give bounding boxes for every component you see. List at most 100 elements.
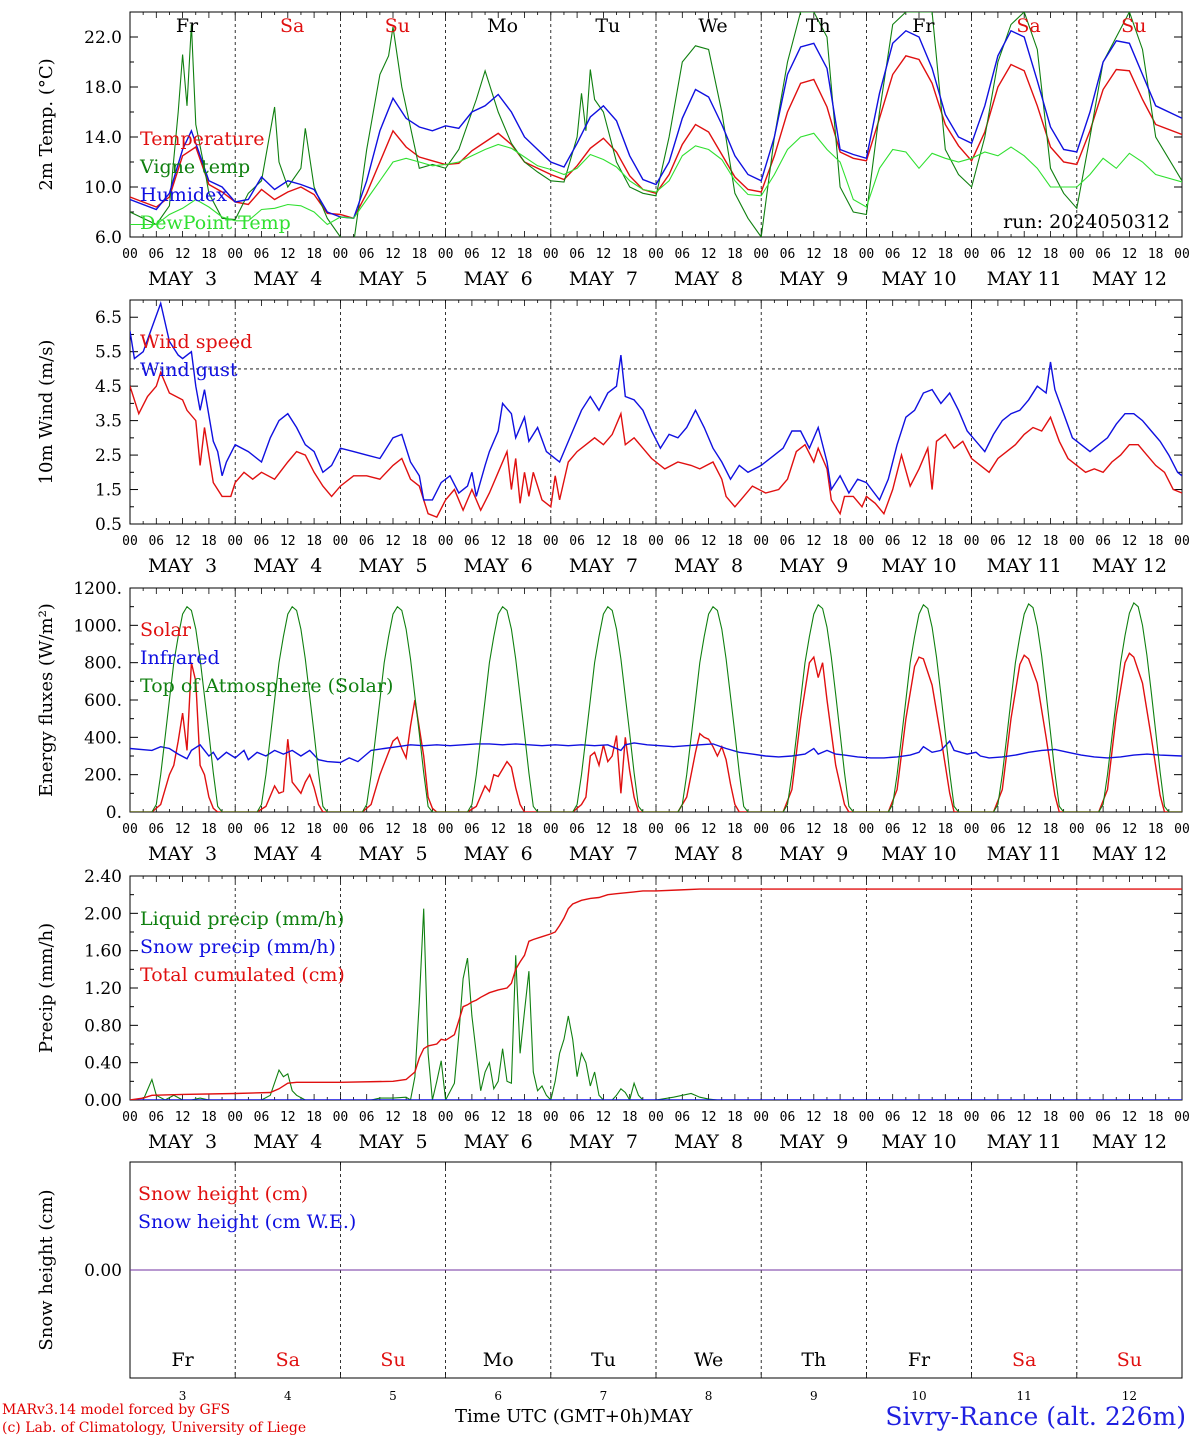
day-number-label: 7 xyxy=(600,1389,608,1403)
y-tick-label: 6.0 xyxy=(95,228,122,248)
day-of-week-label: Su xyxy=(385,15,410,37)
day-of-week-label: Sa xyxy=(1012,1349,1036,1371)
hour-tick-label: 00 xyxy=(438,1110,454,1125)
y-tick-label: 2.5 xyxy=(95,446,122,466)
hour-tick-label: 18 xyxy=(201,822,217,837)
plot-frame xyxy=(129,11,1183,238)
day-number-label: 8 xyxy=(705,1389,713,1403)
hour-tick-label: 12 xyxy=(701,822,717,837)
y-tick-label: 1.5 xyxy=(95,481,122,501)
series-line xyxy=(130,132,1182,226)
hour-tick-label: 00 xyxy=(964,247,980,262)
hour-tick-label: 06 xyxy=(359,534,375,549)
hour-tick-label: 06 xyxy=(674,1110,690,1125)
hour-tick-label: 00 xyxy=(543,534,559,549)
date-label: MAY 11 xyxy=(987,843,1062,865)
hour-tick-label: 18 xyxy=(622,1110,638,1125)
date-label: MAY 10 xyxy=(881,555,956,577)
hour-tick-label: 18 xyxy=(1043,247,1059,262)
legend-entry: Solar xyxy=(140,619,192,641)
hour-tick-label: 06 xyxy=(464,247,480,262)
hour-tick-label: 00 xyxy=(543,1110,559,1125)
hour-tick-label: 12 xyxy=(385,822,401,837)
hour-tick-label: 00 xyxy=(1174,534,1190,549)
series-line xyxy=(130,888,1182,1100)
series-line xyxy=(130,739,1182,764)
hour-tick-label: 00 xyxy=(122,247,138,262)
date-label: MAY 11 xyxy=(987,555,1062,577)
hour-tick-label: 00 xyxy=(859,1110,875,1125)
hour-tick-label: 06 xyxy=(885,247,901,262)
hour-tick-label: 12 xyxy=(701,534,717,549)
date-label: MAY 3 xyxy=(148,268,217,290)
day-of-week-label: Sa xyxy=(276,1349,300,1371)
hour-tick-label: 00 xyxy=(1069,247,1085,262)
hour-tick-label: 12 xyxy=(806,534,822,549)
hour-tick-label: 06 xyxy=(148,247,164,262)
hour-tick-label: 00 xyxy=(227,1110,243,1125)
station-name: Sivry-Rance (alt. 226m) xyxy=(885,1402,1186,1431)
hour-tick-label: 06 xyxy=(569,1110,585,1125)
y-tick-label: 10.0 xyxy=(84,178,122,198)
date-label: MAY 7 xyxy=(569,1131,638,1153)
hour-tick-label: 18 xyxy=(411,1110,427,1125)
date-label: MAY 6 xyxy=(464,555,533,577)
day-of-week-label: Tu xyxy=(595,15,620,37)
day-number-label: 5 xyxy=(389,1389,397,1403)
panel-wind: 0.5 1.5 2.5 3.5 4.5 5.5 6.5 10m Wind (m/s) Wind … xyxy=(36,299,1190,577)
hour-tick-label: 06 xyxy=(148,822,164,837)
hour-tick-label: 00 xyxy=(1069,1110,1085,1125)
hour-tick-label: 06 xyxy=(569,822,585,837)
hour-tick-label: 12 xyxy=(911,822,927,837)
hour-tick-label: 18 xyxy=(832,247,848,262)
hour-tick-label: 12 xyxy=(596,822,612,837)
hour-tick-label: 06 xyxy=(569,247,585,262)
hour-tick-label: 18 xyxy=(1148,822,1164,837)
y-tick-label: 14.0 xyxy=(84,128,122,148)
y-tick-label: 2.00 xyxy=(84,904,122,924)
y-tick-label: 400. xyxy=(84,728,122,748)
time-axis-label: Time UTC (GMT+0h)MAY xyxy=(455,1406,693,1427)
date-label: MAY 6 xyxy=(464,843,533,865)
day-of-week-label: Th xyxy=(806,15,831,37)
hour-tick-label: 18 xyxy=(622,247,638,262)
day-number-label: 4 xyxy=(284,1389,292,1403)
hour-tick-label: 00 xyxy=(122,822,138,837)
hour-tick-label: 18 xyxy=(306,534,322,549)
y-tick-label: 6.5 xyxy=(95,308,122,328)
hour-tick-label: 06 xyxy=(148,1110,164,1125)
series-line xyxy=(130,652,1182,812)
series-line xyxy=(130,29,1182,220)
hour-tick-label: 06 xyxy=(780,822,796,837)
date-label: MAY 9 xyxy=(779,843,848,865)
hour-tick-label: 00 xyxy=(753,822,769,837)
hour-tick-label: 00 xyxy=(1069,822,1085,837)
hour-tick-label: 06 xyxy=(674,247,690,262)
date-label: MAY 8 xyxy=(674,1131,743,1153)
hour-tick-label: 06 xyxy=(674,534,690,549)
date-label: MAY 10 xyxy=(881,843,956,865)
y-tick-label: 4.5 xyxy=(95,377,122,397)
hour-tick-label: 00 xyxy=(753,247,769,262)
hour-tick-label: 06 xyxy=(254,534,270,549)
y-tick-label: 1200. xyxy=(73,579,122,599)
hour-tick-label: 00 xyxy=(648,534,664,549)
date-label: MAY 5 xyxy=(358,843,427,865)
y-axis-label: 10m Wind (m/s) xyxy=(36,340,57,485)
hour-tick-label: 18 xyxy=(622,534,638,549)
hour-tick-label: 12 xyxy=(175,534,191,549)
hour-tick-label: 18 xyxy=(1148,247,1164,262)
hour-tick-label: 06 xyxy=(990,247,1006,262)
hour-tick-label: 12 xyxy=(1016,822,1032,837)
hour-tick-label: 00 xyxy=(333,1110,349,1125)
hour-tick-label: 18 xyxy=(201,247,217,262)
hour-tick-label: 18 xyxy=(1043,1110,1059,1125)
legend-entry: Infrared xyxy=(140,647,220,669)
date-label: MAY 8 xyxy=(674,843,743,865)
date-label: MAY 10 xyxy=(881,1131,956,1153)
panel-snow: 0.00 Snow height (cm) Snow height (cm) Snow… xyxy=(36,1161,1183,1403)
legend-entry: Total cumulated (cm) xyxy=(140,964,345,986)
series-line xyxy=(130,370,1182,518)
hour-tick-label: 12 xyxy=(1122,534,1138,549)
hour-tick-label: 00 xyxy=(438,247,454,262)
